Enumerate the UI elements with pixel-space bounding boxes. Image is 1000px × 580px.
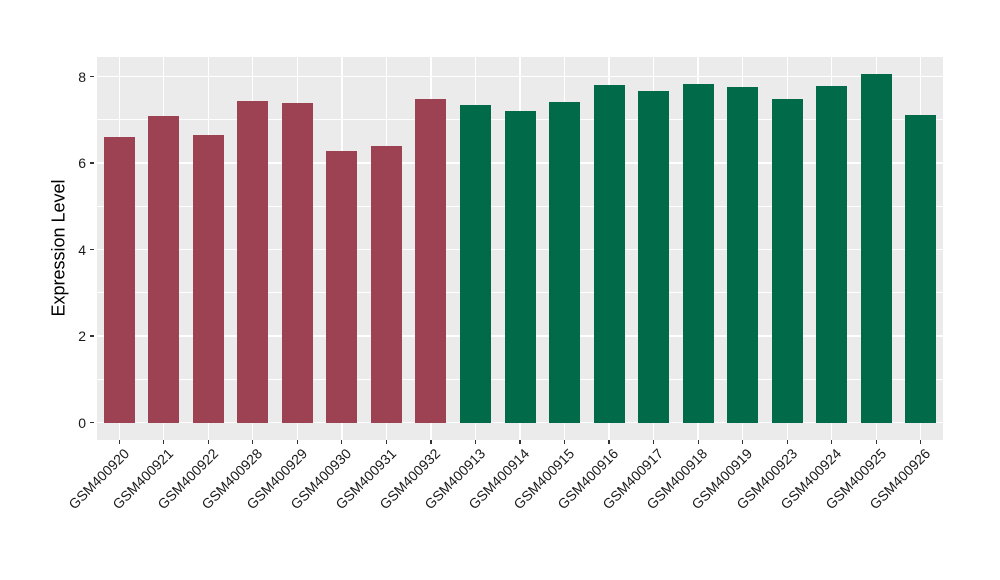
x-tick-mark-8 xyxy=(474,440,477,444)
x-tick-mark-10 xyxy=(563,440,566,444)
y-tick-label-6: 6 xyxy=(78,155,86,171)
bar-GSM400920 xyxy=(103,137,135,423)
y-tick-label-4: 4 xyxy=(78,241,86,258)
bar-GSM400923 xyxy=(771,99,803,423)
x-tick-mark-9 xyxy=(519,440,521,444)
x-tick-mark-7 xyxy=(430,440,432,444)
x-tick-mark-14 xyxy=(742,440,744,444)
bar-GSM400917 xyxy=(638,90,670,423)
x-tick-mark-15 xyxy=(786,440,788,444)
bar-GSM400916 xyxy=(593,85,625,423)
x-tick-mark-4 xyxy=(296,440,298,444)
bar-GSM400924 xyxy=(816,86,848,423)
bar-GSM400913 xyxy=(459,105,491,423)
y-tick-label-2: 2 xyxy=(78,328,86,344)
x-tick-mark-0 xyxy=(118,440,120,444)
bar-GSM400919 xyxy=(727,86,759,423)
bar-GSM400921 xyxy=(148,115,180,423)
y-tick-mark-8 xyxy=(90,75,94,78)
x-tick-mark-16 xyxy=(831,440,833,444)
y-tick-mark-4 xyxy=(90,248,94,251)
x-tick-mark-6 xyxy=(385,440,387,444)
bar-GSM400932 xyxy=(415,99,447,423)
x-tick-mark-12 xyxy=(652,440,655,444)
x-tick-mark-18 xyxy=(920,440,922,444)
x-tick-mark-5 xyxy=(341,440,343,444)
bar-GSM400931 xyxy=(370,146,402,423)
bar-GSM400922 xyxy=(192,135,224,423)
bar-GSM400926 xyxy=(905,115,937,423)
bar-GSM400925 xyxy=(860,73,892,423)
plot-panel xyxy=(97,57,943,440)
bar-GSM400929 xyxy=(281,103,313,423)
y-tick-mark-6 xyxy=(90,162,94,164)
bar-GSM400930 xyxy=(326,150,358,423)
y-tick-mark-2 xyxy=(90,335,94,337)
bar-GSM400915 xyxy=(549,101,581,423)
y-tick-label-0: 0 xyxy=(78,414,86,431)
y-tick-label-8: 8 xyxy=(78,68,86,85)
x-tick-mark-11 xyxy=(608,440,610,444)
bar-GSM400928 xyxy=(237,100,269,423)
bar-GSM400914 xyxy=(504,111,536,423)
x-tick-mark-3 xyxy=(252,440,254,444)
y-tick-mark-0 xyxy=(90,421,94,424)
x-tick-mark-17 xyxy=(875,440,877,444)
x-tick-mark-2 xyxy=(207,440,209,444)
x-tick-mark-13 xyxy=(697,440,699,444)
bar-GSM400918 xyxy=(682,84,714,423)
x-tick-mark-1 xyxy=(163,440,165,444)
